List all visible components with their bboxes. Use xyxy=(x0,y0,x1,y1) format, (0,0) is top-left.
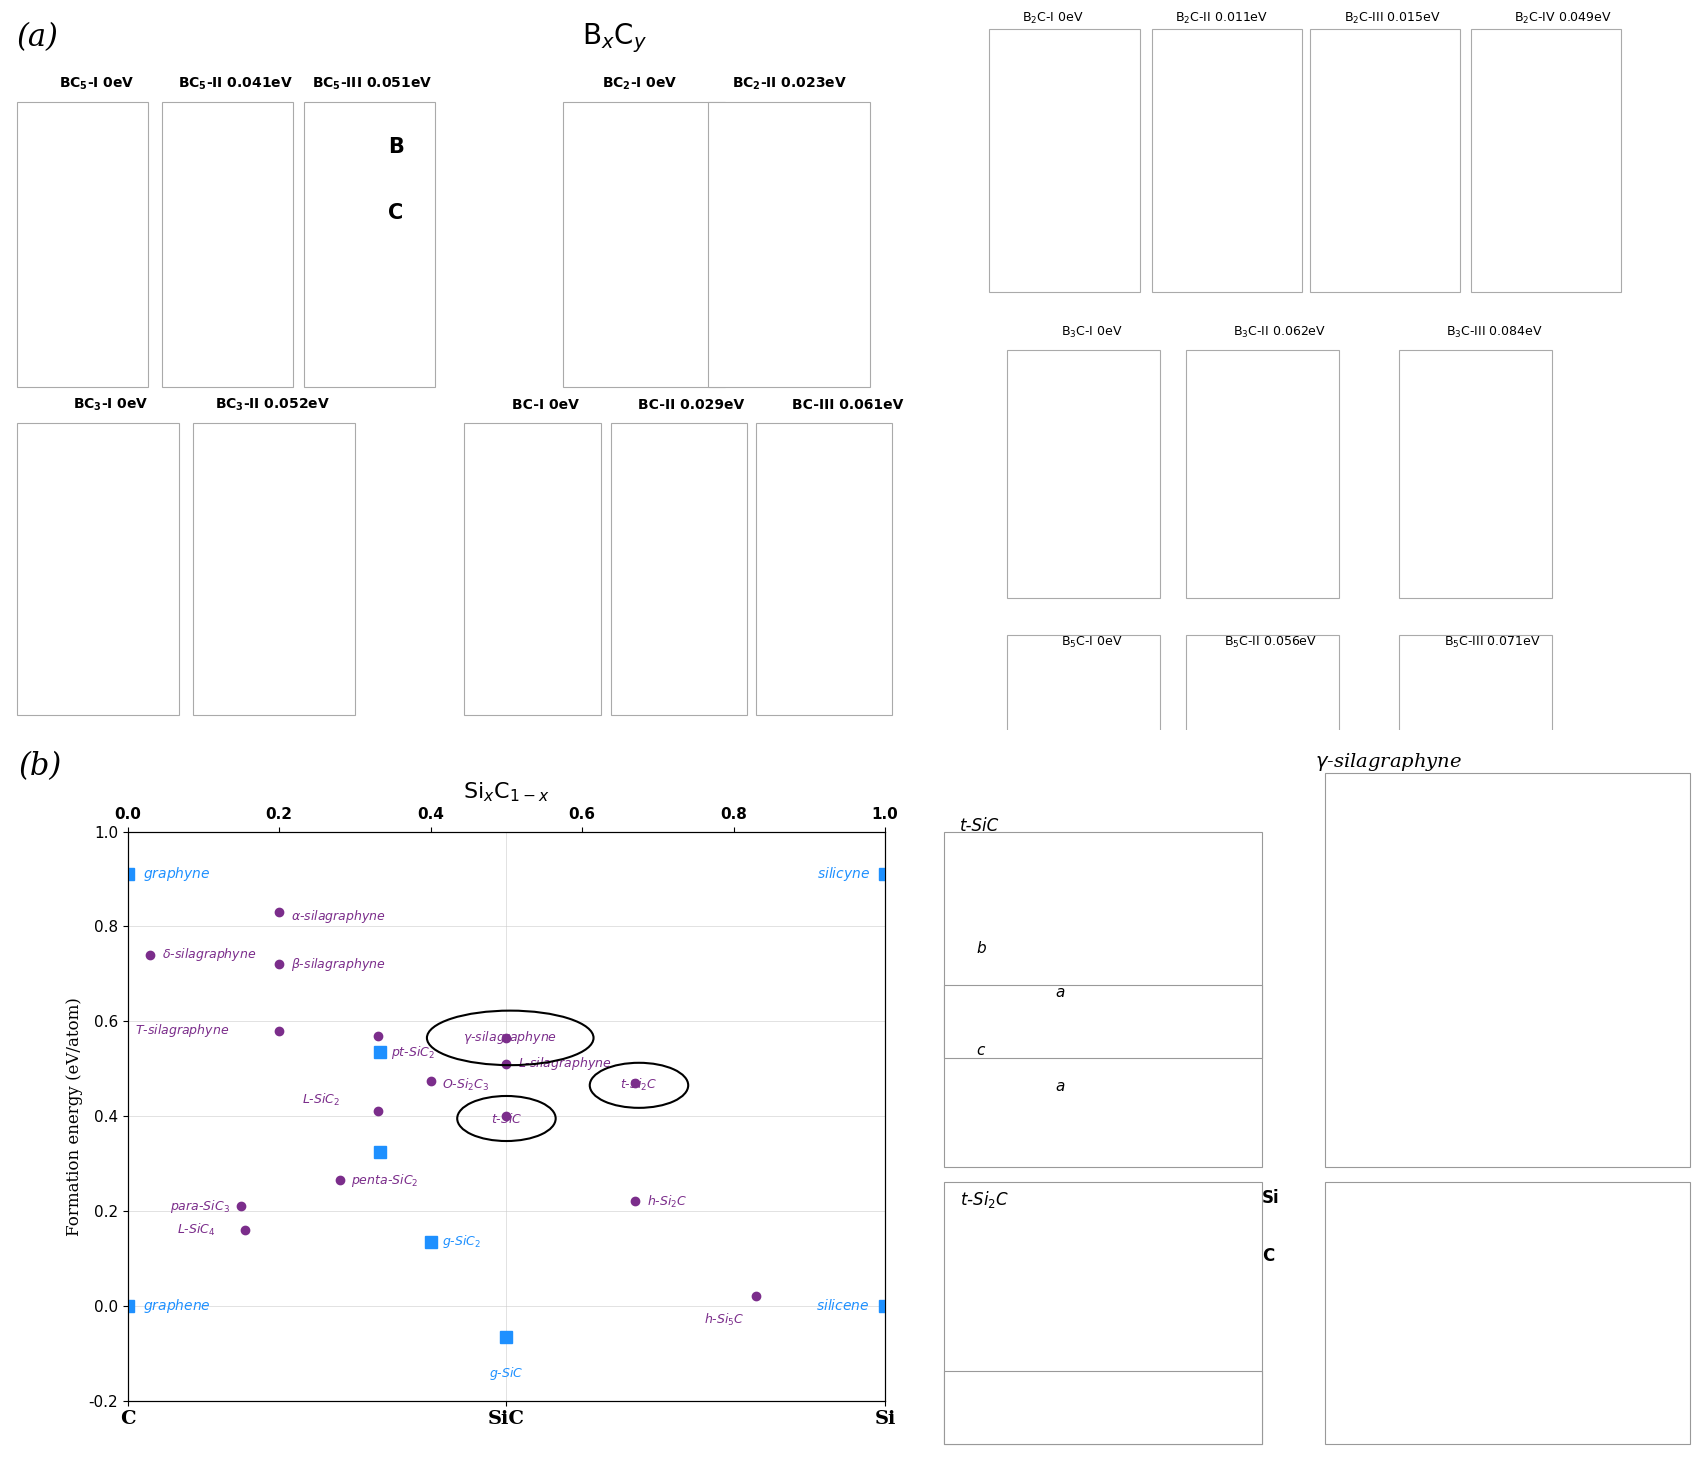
Bar xyxy=(193,423,355,715)
Text: t-Si$_2$C: t-Si$_2$C xyxy=(960,1189,1009,1210)
Text: $a$: $a$ xyxy=(1055,1080,1066,1094)
Text: (a): (a) xyxy=(17,22,60,53)
Bar xyxy=(17,423,179,715)
Bar xyxy=(943,1371,1262,1444)
Bar xyxy=(464,423,600,715)
Bar xyxy=(1151,29,1301,292)
Text: t-SiC: t-SiC xyxy=(960,817,999,835)
Bar xyxy=(1006,635,1159,744)
Bar xyxy=(1309,29,1459,292)
Text: $\mathbf{BC_5}$-I 0eV: $\mathbf{BC_5}$-I 0eV xyxy=(60,76,135,92)
Text: $\mathbf{BC_3}$-I 0eV: $\mathbf{BC_3}$-I 0eV xyxy=(73,397,148,413)
Bar xyxy=(1185,350,1338,598)
Bar xyxy=(563,102,725,387)
Bar xyxy=(943,832,1262,1167)
X-axis label: $\mathrm{Si}_x\mathrm{C}_{1-x}$: $\mathrm{Si}_x\mathrm{C}_{1-x}$ xyxy=(464,781,549,804)
Bar xyxy=(943,985,1262,1058)
Bar xyxy=(1470,29,1620,292)
Bar xyxy=(1006,350,1159,598)
Text: $c$: $c$ xyxy=(975,1043,985,1058)
Text: $\mathrm{B_5C}$-I 0eV: $\mathrm{B_5C}$-I 0eV xyxy=(1061,635,1122,649)
Text: BC-II 0.029eV: BC-II 0.029eV xyxy=(638,397,743,411)
Text: $b$: $b$ xyxy=(975,941,987,956)
Text: C: C xyxy=(1262,1247,1274,1265)
Text: $\mathrm{B_3C}$-II 0.062eV: $\mathrm{B_3C}$-II 0.062eV xyxy=(1233,324,1325,340)
Bar xyxy=(1325,773,1690,1167)
Text: $\mathbf{BC_2}$-II 0.023eV: $\mathbf{BC_2}$-II 0.023eV xyxy=(731,76,847,92)
Text: $\gamma$-silagraphyne: $\gamma$-silagraphyne xyxy=(1315,751,1461,773)
Text: $\mathbf{BC_3}$-II 0.052eV: $\mathbf{BC_3}$-II 0.052eV xyxy=(215,397,331,413)
Text: $\mathrm{B}_x\mathrm{C}_y$: $\mathrm{B}_x\mathrm{C}_y$ xyxy=(581,22,646,55)
Bar xyxy=(1398,350,1552,598)
Text: $\mathbf{BC_2}$-I 0eV: $\mathbf{BC_2}$-I 0eV xyxy=(602,76,677,92)
Bar xyxy=(755,423,892,715)
Bar xyxy=(708,102,870,387)
Text: BC-III 0.061eV: BC-III 0.061eV xyxy=(791,397,904,411)
Text: $\mathrm{B_3C}$-III 0.084eV: $\mathrm{B_3C}$-III 0.084eV xyxy=(1446,324,1541,340)
Bar xyxy=(162,102,293,387)
Text: $a$: $a$ xyxy=(1055,985,1066,999)
Text: $\mathrm{B_2C}$-III 0.015eV: $\mathrm{B_2C}$-III 0.015eV xyxy=(1344,10,1439,26)
Bar xyxy=(303,102,435,387)
Bar xyxy=(1325,1182,1690,1444)
Bar xyxy=(17,102,148,387)
Bar xyxy=(610,423,747,715)
Bar xyxy=(943,1182,1262,1444)
Bar xyxy=(1185,635,1338,744)
Bar xyxy=(1398,635,1552,744)
Text: BC-I 0eV: BC-I 0eV xyxy=(512,397,580,411)
Text: $\mathrm{B_5C}$-II 0.056eV: $\mathrm{B_5C}$-II 0.056eV xyxy=(1224,635,1316,649)
Bar xyxy=(989,29,1139,292)
Text: $\mathrm{B_5C}$-III 0.071eV: $\mathrm{B_5C}$-III 0.071eV xyxy=(1444,635,1540,649)
Text: $\mathrm{B_3C}$-I 0eV: $\mathrm{B_3C}$-I 0eV xyxy=(1061,324,1122,340)
Text: C: C xyxy=(389,203,402,223)
Text: $\mathrm{B_2C}$-IV 0.049eV: $\mathrm{B_2C}$-IV 0.049eV xyxy=(1512,10,1611,26)
Text: (b): (b) xyxy=(19,751,61,782)
Text: Si: Si xyxy=(1262,1189,1279,1207)
Text: $\mathbf{BC_5}$-III 0.051eV: $\mathbf{BC_5}$-III 0.051eV xyxy=(312,76,431,92)
Text: $\mathbf{BC_5}$-II 0.041eV: $\mathbf{BC_5}$-II 0.041eV xyxy=(177,76,293,92)
Text: $\mathrm{B_2C}$-I 0eV: $\mathrm{B_2C}$-I 0eV xyxy=(1021,10,1083,26)
Text: B: B xyxy=(387,137,404,158)
Text: $\mathrm{B_2C}$-II 0.011eV: $\mathrm{B_2C}$-II 0.011eV xyxy=(1175,10,1267,26)
